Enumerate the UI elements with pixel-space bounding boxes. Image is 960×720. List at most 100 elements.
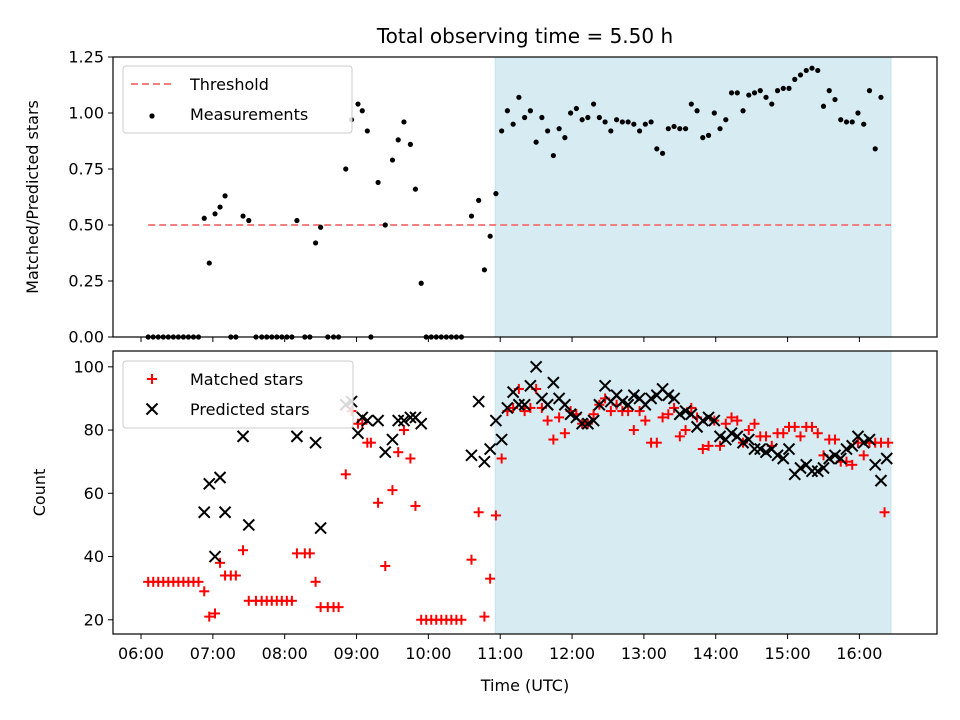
legend-matched-swatch	[147, 374, 157, 384]
predicted-star-point	[644, 392, 658, 405]
predicted-star-point	[483, 442, 497, 456]
measurement-point	[734, 90, 740, 96]
predicted-star-point-b	[483, 442, 497, 456]
predicted-star-point	[478, 455, 491, 468]
legend-matched-label: Matched stars	[190, 370, 303, 389]
measurement-point	[382, 222, 388, 228]
matched-star-point	[663, 409, 674, 420]
measurement-point	[717, 126, 723, 132]
counts-legend-box	[122, 360, 354, 429]
measurement-point	[318, 224, 324, 230]
predicted-star-point	[518, 398, 531, 411]
predicted-star-point	[587, 414, 600, 427]
chart-title: Total observing time = 5.50 h	[376, 24, 673, 48]
counts-y-tick-label: 40	[84, 547, 104, 566]
matched-star-point	[559, 428, 570, 439]
predicted-star-point-b	[518, 398, 531, 411]
matched-star-point	[732, 415, 743, 426]
matched-star-point	[847, 459, 858, 470]
predicted-star-point-b	[351, 427, 365, 440]
predicted-star-point	[754, 442, 767, 456]
predicted-star-point	[869, 458, 882, 472]
measurement-point	[820, 103, 827, 109]
predicted-star-point	[679, 404, 692, 418]
predicted-star-point	[575, 417, 589, 430]
counts-y-tick-label: 80	[84, 421, 104, 440]
measurement-point	[585, 114, 591, 121]
ratio-legend-box	[122, 65, 353, 134]
measurement-point	[395, 137, 401, 143]
predicted-star-point	[558, 398, 572, 411]
predicted-star-point-b	[880, 452, 893, 465]
matched-star-point	[310, 576, 321, 587]
matched-star-point	[496, 453, 507, 464]
x-tick-label: 09:00	[333, 644, 379, 663]
matched-star-point	[357, 418, 368, 429]
predicted-star-point	[414, 417, 428, 430]
predicted-star-point-b	[685, 408, 698, 421]
measurement-point	[550, 152, 556, 159]
predicted-star-point	[379, 445, 392, 459]
predicted-star-point	[673, 408, 687, 421]
measurement-point	[631, 121, 637, 127]
measurement-point	[803, 67, 809, 74]
ratio-y-axis: 0.00 0.25 0.50 0.75 1.00 1.25	[68, 48, 113, 347]
predicted-star-point	[759, 445, 773, 459]
predicted-star-point-b	[242, 518, 255, 532]
predicted-star-point-b	[414, 417, 428, 430]
predicted-star-point	[314, 521, 327, 535]
matched-star-point	[726, 412, 737, 423]
measurement-point	[815, 67, 821, 74]
measurement-point	[562, 135, 568, 141]
predicted-star-point-b	[218, 506, 232, 519]
measurement-point	[499, 128, 505, 134]
measurement-point	[849, 119, 855, 125]
predicted-star-point-b	[465, 449, 478, 462]
predicted-star-point-b	[564, 408, 577, 421]
predicted-star-point	[501, 401, 514, 415]
matched-stars-points	[143, 383, 894, 625]
predicted-star-point	[351, 427, 365, 440]
predicted-star-point-b	[696, 414, 710, 427]
measurement-point	[792, 76, 798, 82]
matched-star-point	[761, 431, 772, 442]
ratio-x-ticks	[140, 337, 860, 342]
legend-predicted-marker	[145, 402, 159, 416]
x-tick-label: 07:00	[190, 644, 236, 663]
measurement-point	[774, 88, 781, 94]
predicted-star-point	[840, 442, 853, 456]
matched-star-point	[674, 431, 685, 442]
predicted-star-point	[794, 461, 807, 475]
measurement-point	[481, 267, 488, 273]
measurement-point	[648, 119, 654, 125]
predicted-star-point	[880, 452, 893, 465]
matched-star-point	[373, 497, 384, 508]
legend-threshold-label: Threshold	[189, 75, 269, 94]
predicted-star-point	[662, 389, 675, 402]
predicted-star-point-b	[541, 398, 554, 411]
predicted-star-point	[834, 452, 847, 465]
ratio-y-axis-label: Matched/Predicted stars	[23, 100, 42, 294]
predicted-star-point-b	[581, 417, 595, 430]
x-tick-label: 12:00	[549, 644, 595, 663]
predicted-star-point-b	[846, 439, 859, 453]
predicted-star-point-b	[765, 442, 778, 456]
matched-star-point	[628, 425, 639, 436]
measurement-point	[654, 146, 660, 152]
matched-star-point	[210, 608, 221, 619]
predicted-star-point-b	[828, 449, 842, 462]
matched-star-point	[605, 406, 616, 417]
predicted-star-point	[777, 452, 790, 465]
measurement-point	[694, 108, 700, 114]
measurement-point	[407, 141, 414, 147]
matched-star-point	[588, 409, 599, 420]
matched-star-point	[720, 418, 731, 429]
predicted-star-point-b	[386, 433, 399, 446]
matched-star-point	[697, 444, 708, 455]
observing-span-bottom	[494, 350, 892, 635]
predicted-stars-points	[198, 360, 893, 563]
predicted-star-point	[725, 427, 738, 440]
matched-star-point	[199, 586, 210, 597]
predicted-star-point-b	[857, 436, 870, 449]
